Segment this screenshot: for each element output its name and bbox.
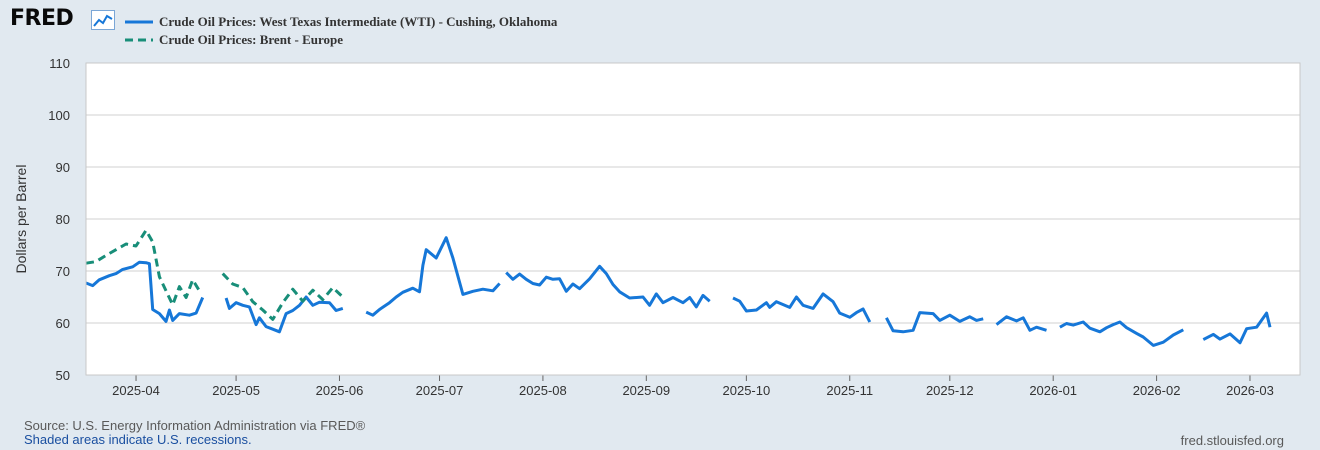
x-tick-label: 2025-05 — [212, 383, 260, 398]
chart-legend: Crude Oil Prices: West Texas Intermediat… — [125, 13, 557, 49]
y-tick-label: 60 — [56, 316, 70, 331]
legend-label-brent: Crude Oil Prices: Brent - Europe — [159, 32, 344, 47]
x-tick-label: 2026-02 — [1133, 383, 1181, 398]
y-tick-label: 100 — [48, 108, 70, 123]
x-tick-label: 2025-06 — [316, 383, 364, 398]
x-tick-label: 2026-01 — [1029, 383, 1077, 398]
y-tick-label: 90 — [56, 160, 70, 175]
legend-label-wti: Crude Oil Prices: West Texas Intermediat… — [159, 14, 558, 29]
chart-line-icon — [91, 10, 115, 30]
fred-logo[interactable]: FRED — [10, 6, 74, 31]
series-line-wti — [85, 236, 1272, 347]
x-tick-label: 2025-10 — [723, 383, 771, 398]
y-tick-label: 70 — [56, 264, 70, 279]
x-tick-label: 2025-11 — [826, 383, 873, 398]
legend-item-wti[interactable]: Crude Oil Prices: West Texas Intermediat… — [125, 13, 557, 31]
y-tick-label: 80 — [56, 212, 70, 227]
x-tick-label: 2025-04 — [112, 383, 160, 398]
plot-border — [85, 62, 1301, 376]
site-link[interactable]: fred.stlouisfed.org — [1180, 433, 1284, 448]
x-tick-label: 2025-07 — [416, 383, 464, 398]
x-tick-label: 2025-08 — [519, 383, 567, 398]
recessions-note[interactable]: Shaded areas indicate U.S. recessions. — [24, 432, 252, 447]
y-tick-label: 50 — [56, 368, 70, 383]
series-line-brent — [85, 228, 344, 321]
line-chart: 50 60 70 80 90 100 110 2025-04 2025-05 2025-06 202… — [13, 56, 1301, 398]
legend-swatch-wti — [125, 20, 153, 24]
legend-swatch-brent — [125, 38, 153, 42]
source-note: Source: U.S. Energy Information Administ… — [24, 418, 366, 433]
x-tick-label: 2025-12 — [926, 383, 974, 398]
x-tick-label: 2025-09 — [622, 383, 670, 398]
x-tick-label: 2026-03 — [1226, 383, 1274, 398]
y-axis-label: Dollars per Barrel — [13, 165, 29, 274]
y-tick-label: 110 — [49, 56, 70, 71]
legend-item-brent[interactable]: Crude Oil Prices: Brent - Europe — [125, 31, 557, 49]
